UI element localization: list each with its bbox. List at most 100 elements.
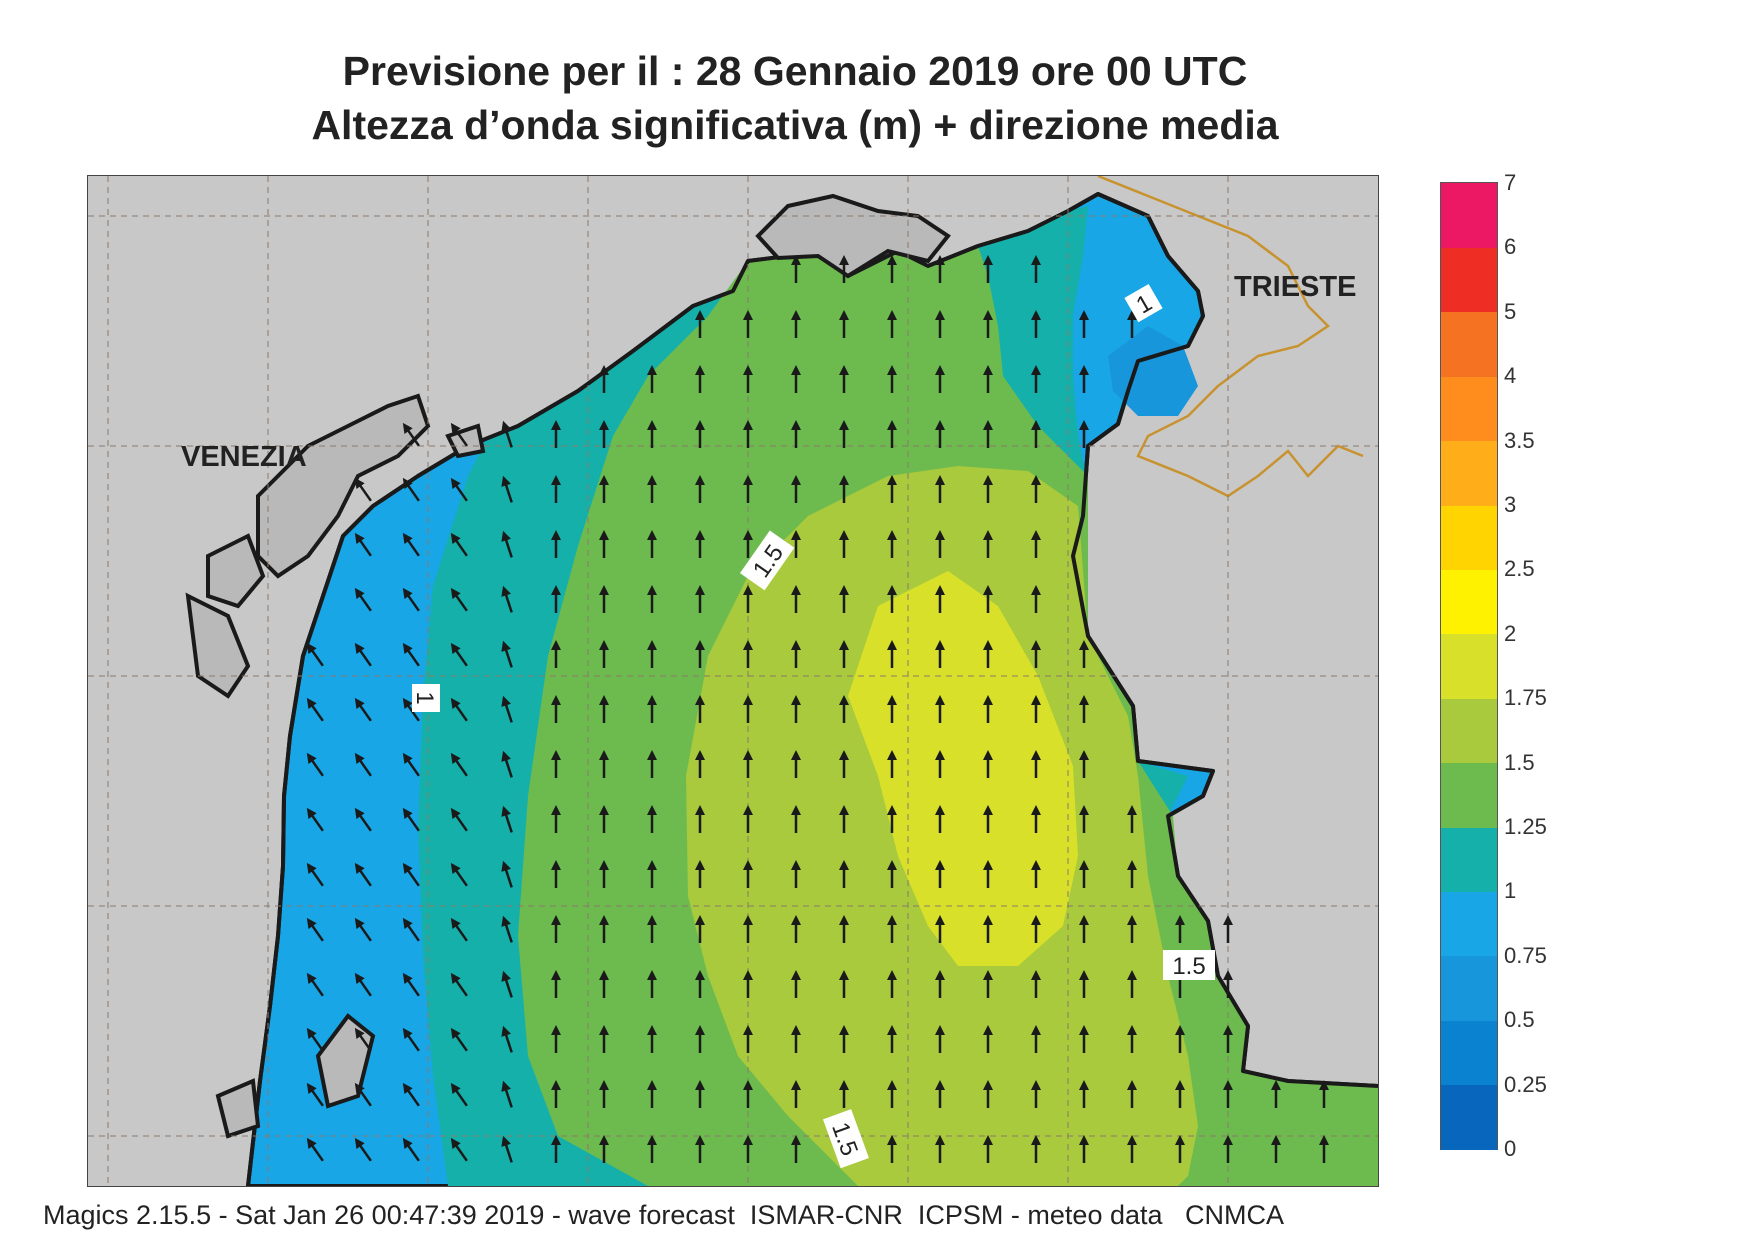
north-arrow-icon [983, 915, 993, 943]
colorbar-segment [1441, 1084, 1497, 1150]
north-arrow-icon [791, 255, 801, 283]
north-arrow-icon [450, 972, 468, 997]
direction-arrows [306, 255, 1329, 1163]
north-arrow-icon [695, 640, 705, 668]
north-arrow-icon [306, 1082, 324, 1107]
north-arrow-icon [839, 640, 849, 668]
north-arrow-icon [1031, 915, 1041, 943]
north-arrow-icon [791, 640, 801, 668]
north-arrow-icon [695, 750, 705, 778]
north-arrow-icon [402, 1137, 420, 1162]
north-arrow-icon [887, 1135, 897, 1163]
north-arrow-icon [450, 642, 468, 667]
colorbar-segment [1441, 762, 1497, 828]
north-arrow-icon [1271, 1080, 1281, 1108]
contour-label-2: 1 [411, 691, 438, 704]
north-arrow-icon [599, 640, 609, 668]
north-arrow-icon [599, 1025, 609, 1053]
north-arrow-icon [402, 972, 420, 997]
north-arrow-icon [501, 695, 513, 723]
north-arrow-icon [306, 862, 324, 887]
north-arrow-icon [695, 585, 705, 613]
north-arrow-icon [983, 1135, 993, 1163]
north-arrow-icon [354, 532, 372, 557]
north-arrow-icon [1031, 255, 1041, 283]
north-arrow-icon [402, 422, 420, 447]
north-arrow-icon [1079, 805, 1089, 833]
colorbar-segment [1441, 183, 1497, 248]
north-arrow-icon [450, 1082, 468, 1107]
north-arrow-icon [1175, 1080, 1185, 1108]
north-arrow-icon [791, 1080, 801, 1108]
north-arrow-icon [743, 530, 753, 558]
north-arrow-icon [983, 640, 993, 668]
north-arrow-icon [551, 1025, 561, 1053]
north-arrow-icon [743, 1080, 753, 1108]
north-arrow-icon [647, 860, 657, 888]
north-arrow-icon [887, 970, 897, 998]
north-arrow-icon [551, 860, 561, 888]
north-arrow-icon [1031, 310, 1041, 338]
venice-lagoon [185, 393, 486, 1139]
north-arrow-icon [983, 695, 993, 723]
north-arrow-icon [551, 530, 561, 558]
north-arrow-icon [450, 807, 468, 832]
north-arrow-icon [354, 862, 372, 887]
north-arrow-icon [983, 475, 993, 503]
colorbar-label: 1.75 [1504, 685, 1547, 711]
north-arrow-icon [551, 695, 561, 723]
north-arrow-icon [935, 805, 945, 833]
north-arrow-icon [551, 420, 561, 448]
north-arrow-icon [1223, 970, 1233, 998]
north-arrow-icon [599, 1135, 609, 1163]
north-arrow-icon [501, 915, 513, 943]
north-arrow-icon [450, 422, 468, 447]
north-arrow-icon [354, 697, 372, 722]
contour-label-group: 1.5 1 1 1.5 1.5 [411, 284, 1215, 1169]
north-arrow-icon [935, 255, 945, 283]
north-arrow-icon [887, 1025, 897, 1053]
north-arrow-icon [1127, 970, 1137, 998]
north-arrow-icon [1031, 585, 1041, 613]
north-arrow-icon [839, 365, 849, 393]
north-arrow-icon [839, 255, 849, 283]
north-arrow-icon [1031, 750, 1041, 778]
colorbar-label: 7 [1504, 170, 1517, 195]
north-arrow-icon [354, 807, 372, 832]
colorbar-label: 2 [1504, 620, 1517, 646]
north-arrow-icon [983, 585, 993, 613]
north-arrow-icon [791, 860, 801, 888]
north-arrow-icon [887, 585, 897, 613]
colorbar-segment [1441, 569, 1497, 635]
north-arrow-icon [402, 477, 420, 502]
north-arrow-icon [695, 1135, 705, 1163]
north-arrow-icon [1031, 420, 1041, 448]
north-arrow-icon [1031, 475, 1041, 503]
colorbar-label: 0.5 [1504, 1007, 1535, 1033]
north-arrow-icon [647, 1080, 657, 1108]
north-arrow-icon [306, 1027, 324, 1052]
north-arrow-icon [887, 750, 897, 778]
north-arrow-icon [743, 640, 753, 668]
north-arrow-icon [306, 1137, 324, 1162]
north-arrow-icon [839, 970, 849, 998]
north-arrow-icon [1271, 1135, 1281, 1163]
north-arrow-icon [743, 750, 753, 778]
north-arrow-icon [647, 750, 657, 778]
colorbar-segment [1441, 698, 1497, 764]
north-arrow-icon [306, 642, 324, 667]
north-arrow-icon [599, 860, 609, 888]
north-arrow-icon [887, 695, 897, 723]
north-arrow-icon [1031, 1080, 1041, 1108]
north-arrow-icon [935, 750, 945, 778]
north-arrow-icon [647, 420, 657, 448]
north-arrow-icon [743, 915, 753, 943]
north-arrow-icon [983, 1080, 993, 1108]
north-arrow-icon [1031, 1025, 1041, 1053]
north-arrow-icon [935, 1080, 945, 1108]
north-arrow-icon [450, 532, 468, 557]
north-arrow-icon [402, 807, 420, 832]
north-arrow-icon [935, 1025, 945, 1053]
north-arrow-icon [743, 420, 753, 448]
north-arrow-icon [501, 1135, 513, 1163]
